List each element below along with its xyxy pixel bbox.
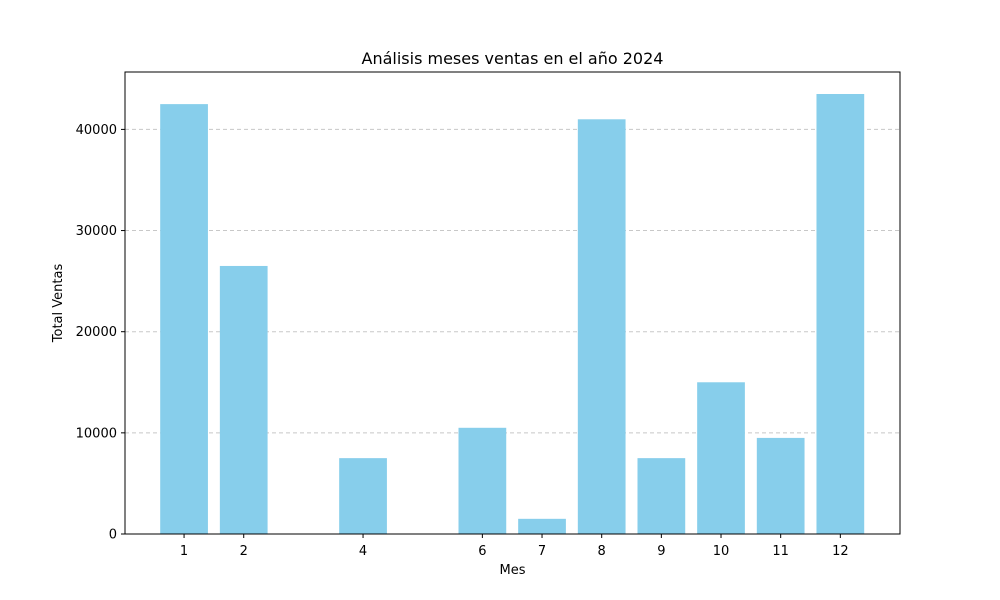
x-tick-label: 4: [359, 544, 367, 559]
x-tick-label: 8: [598, 544, 606, 559]
bar-month-8: [577, 119, 626, 534]
y-axis-label: Total Ventas: [51, 264, 66, 344]
chart-title: Análisis meses ventas en el año 2024: [362, 49, 664, 68]
bar-month-2: [219, 265, 268, 534]
y-tick-label: 40000: [76, 123, 117, 138]
bar-month-12: [816, 94, 865, 534]
y-tick-label: 30000: [76, 224, 117, 239]
plot-frame: [124, 71, 901, 535]
x-tick-label: 1: [180, 544, 188, 559]
x-tick-label: 7: [538, 544, 546, 559]
y-axis-ticks: 0 10000 20000 30000 40000: [76, 123, 125, 543]
bar-month-6: [458, 427, 507, 534]
x-tick-label: 12: [832, 544, 849, 559]
bar-month-7: [518, 518, 566, 534]
bar-month-1: [160, 104, 208, 535]
x-axis-ticks: 1 2 4 6 7 8 9 10 11 12: [180, 534, 849, 559]
bars-layer: [160, 94, 865, 535]
x-tick-label: 9: [657, 544, 665, 559]
y-tick-label: 20000: [76, 325, 117, 340]
x-tick-label: 6: [478, 544, 486, 559]
bar-month-9: [637, 458, 686, 534]
bar-month-4: [339, 458, 387, 534]
x-tick-label: 11: [772, 544, 789, 559]
y-tick-label: 10000: [76, 426, 117, 441]
y-tick-label: 0: [109, 528, 117, 543]
x-tick-label: 2: [240, 544, 248, 559]
x-tick-label: 10: [713, 544, 730, 559]
bar-month-10: [697, 382, 745, 534]
bar-month-11: [756, 437, 805, 534]
x-axis-label: Mes: [500, 563, 526, 578]
